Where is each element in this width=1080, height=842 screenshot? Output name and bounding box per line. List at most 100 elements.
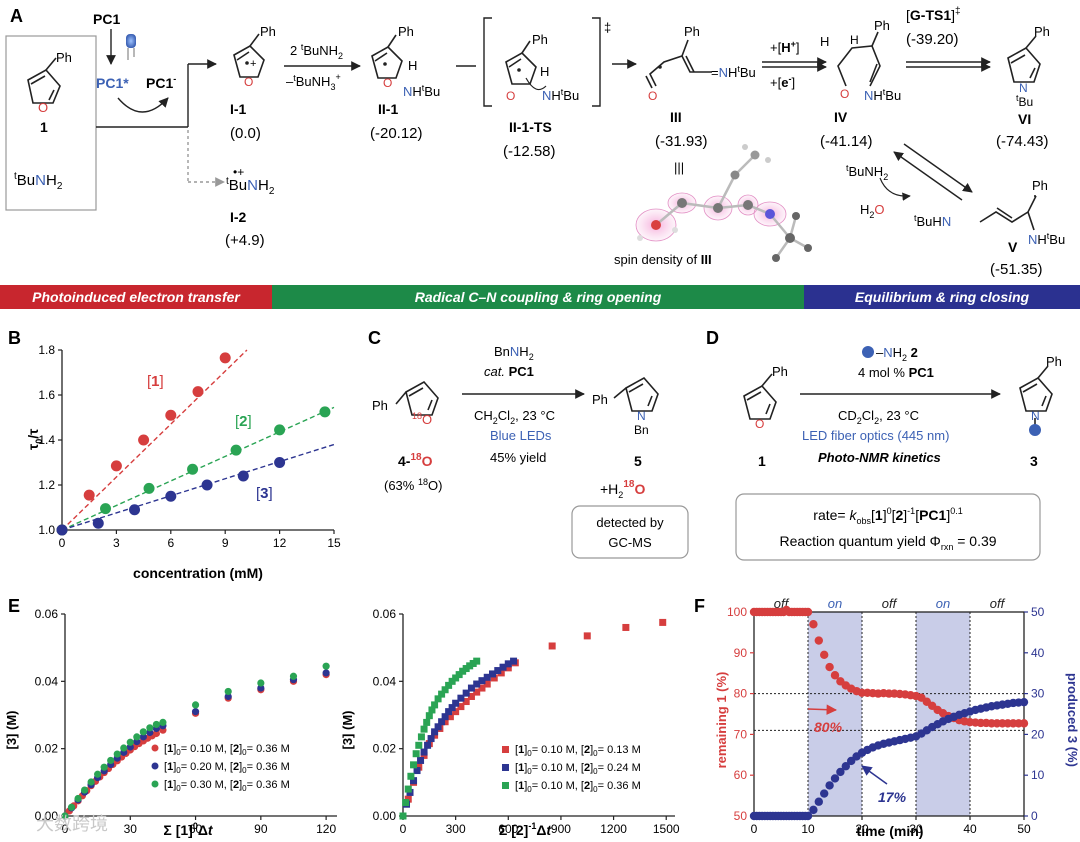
chart-f-y-right-tick-label: 50 [1031,605,1045,619]
chart-e1-x-tick-label: 60 [189,822,203,836]
chart-e2-point-series-2 [510,657,518,665]
legend-b-1: [1] [147,373,164,390]
chart-f-x-tick-label: 50 [1017,822,1031,836]
legend-e2-1: [1]0= 0.10 M, [2]0= 0.13 M [515,744,641,758]
panel-e-letter: E [8,596,20,616]
chart-e2-point-series-2 [438,718,446,726]
chart-e2-x-tick-label: 0 [400,822,407,836]
iv-label: IV [834,109,848,125]
chart-e1-point-series-3 [120,744,128,752]
legend-e2-3: [1]0= 0.10 M, [2]0= 0.36 M [515,780,641,794]
chart-e2-point-series-3 [399,812,407,820]
chart-e1-point-series-2 [191,708,200,716]
compound-1-d-label: 1 [758,453,766,469]
chart-e1-point-series-3 [67,803,76,811]
panel-f-letter: F [694,596,705,616]
chart-e1-x-tick-label: 90 [254,822,268,836]
chart-e2-point-series-1 [446,713,454,721]
ts-label: II-1-TS [509,119,552,135]
chart-b-point-series-3 [201,479,213,491]
chart-e1-point-series-3 [100,763,108,771]
chart-e2-point-series-2 [488,670,496,678]
chart-b-y-tick-label: 1.2 [38,478,55,492]
chart-e2-point-series-2 [499,663,507,671]
chart-e2-point-series-2 [424,741,432,749]
chart-f-x-tick-label: 30 [909,822,923,836]
c-catalyst: cat. PC1 [484,364,534,379]
eq-arrow-forward [903,143,973,193]
panel-b: B 0 3 6 9 12 15 1.0 1.2 1.4 1.6 1.8 τ0/τ concentra… [8,328,341,581]
chart-f-period-label: on [936,596,950,611]
chart-f-annotation-80: 80% [814,719,843,735]
chart-b-point-series-1 [219,352,231,364]
panel-e: E 0 30 60 90 120 0.00 0.02 0.04 0.06 0 300 600 900 1… [4,596,680,838]
chart-f-17-arrow [861,765,888,785]
chart-e1-xlabel: Σ [1]0Δt [163,821,214,838]
i1-radical-dot [245,61,249,65]
chart-e2-xlabel: Σ [2]-1Δt [499,821,553,838]
chart-b-xlabel: concentration (mM) [133,565,263,581]
vi-bu: tBu [1016,93,1033,109]
d-solvent: CD2Cl2, 23 °C [838,408,919,426]
chart-b-y-tick-label: 1.8 [38,343,55,357]
iii-equiv: ||| [674,160,684,175]
furan-4-o18: 18O [412,411,432,427]
gts-label: [G-TS1]‡ [906,6,961,23]
chart-f-y-right-tick-label: 30 [1031,687,1045,701]
ii1-structure [371,34,403,79]
ts-energy: (-12.58) [503,143,556,160]
chart-e2-point-series-3 [423,718,431,726]
ts-bracket-left [483,17,492,107]
chart-f-point-remaining-1 [803,607,813,617]
iii-ph: Ph [684,24,700,39]
chart-e1-x-tick-label: 120 [316,822,336,836]
iv-energy: (-41.14) [820,133,873,150]
legend-e1-3: [1]0= 0.30 M, [2]0= 0.36 M [164,779,290,793]
chart-f-point-remaining-1 [820,650,829,660]
chart-e2-point-series-3 [404,785,412,793]
chart-f-point-produced-3 [809,805,818,815]
chart-e2-point-series-1 [467,692,475,700]
chart-e2-point-series-3 [417,733,425,741]
chart-e2-point-series-3 [402,799,410,807]
vi-n: N [1019,81,1028,95]
i2-energy: (+4.9) [225,232,265,249]
legend-b-3: [3] [256,485,273,502]
chart-e1-point-series-3 [61,812,69,820]
banner-green-text: Radical C–N coupling & ring opening [415,289,662,305]
iii-radical-dot [658,65,662,69]
legend-e2-2: [1]0= 0.10 M, [2]0= 0.24 M [515,762,641,776]
chart-e1-point-series-3 [94,770,102,778]
i1-energy: (0.0) [230,125,261,142]
chart-e1-point-series-3 [74,794,82,803]
chart-e2-point-series-2 [441,713,449,721]
chart-e2-y-tick-label: 0.00 [373,809,397,823]
pyrrole-3-substituent-icon [1029,424,1041,436]
rate-law-box [735,493,1041,561]
water-release-arrow [879,177,911,201]
vi-ph: Ph [1034,24,1050,39]
ts-bracket-right [592,17,601,107]
furan-4-ph: Ph [372,398,388,413]
panel-d: D Ph O 1 –NH2 2 4 mol % PC1 CD2Cl2, 23 °… [706,328,1062,561]
c-light: Blue LEDs [490,428,552,443]
v-left-amine: tBuHN [914,213,951,229]
chart-b-x-tick-label: 12 [273,536,287,550]
chart-b-point-series-3 [165,490,177,502]
compound-3-label: 3 [1030,453,1038,469]
kinetics-plot-2: 0 300 600 900 1200 1500 0.00 0.02 0.04 0.06 [373,607,680,836]
legend-e1-1: [1]0= 0.10 M, [2]0= 0.36 M [164,743,290,757]
chart-f-xlabel: time (min) [857,823,924,839]
iv-o: O [840,87,849,101]
chart-e2-point-series-2 [478,677,486,685]
ii1-energy: (-20.12) [370,125,423,142]
ii1-nh: NHtBu [403,83,440,99]
vi-structure [1007,35,1041,83]
chart-e2-point-series-2 [420,748,428,756]
chart-b-point-series-1 [110,460,122,472]
v-ph: Ph [1032,178,1048,193]
chart-b-point-series-2 [100,503,112,515]
c-solvent: CH2Cl2, 23 °C [474,408,555,426]
chart-b-y-tick-label: 1.0 [38,523,55,537]
